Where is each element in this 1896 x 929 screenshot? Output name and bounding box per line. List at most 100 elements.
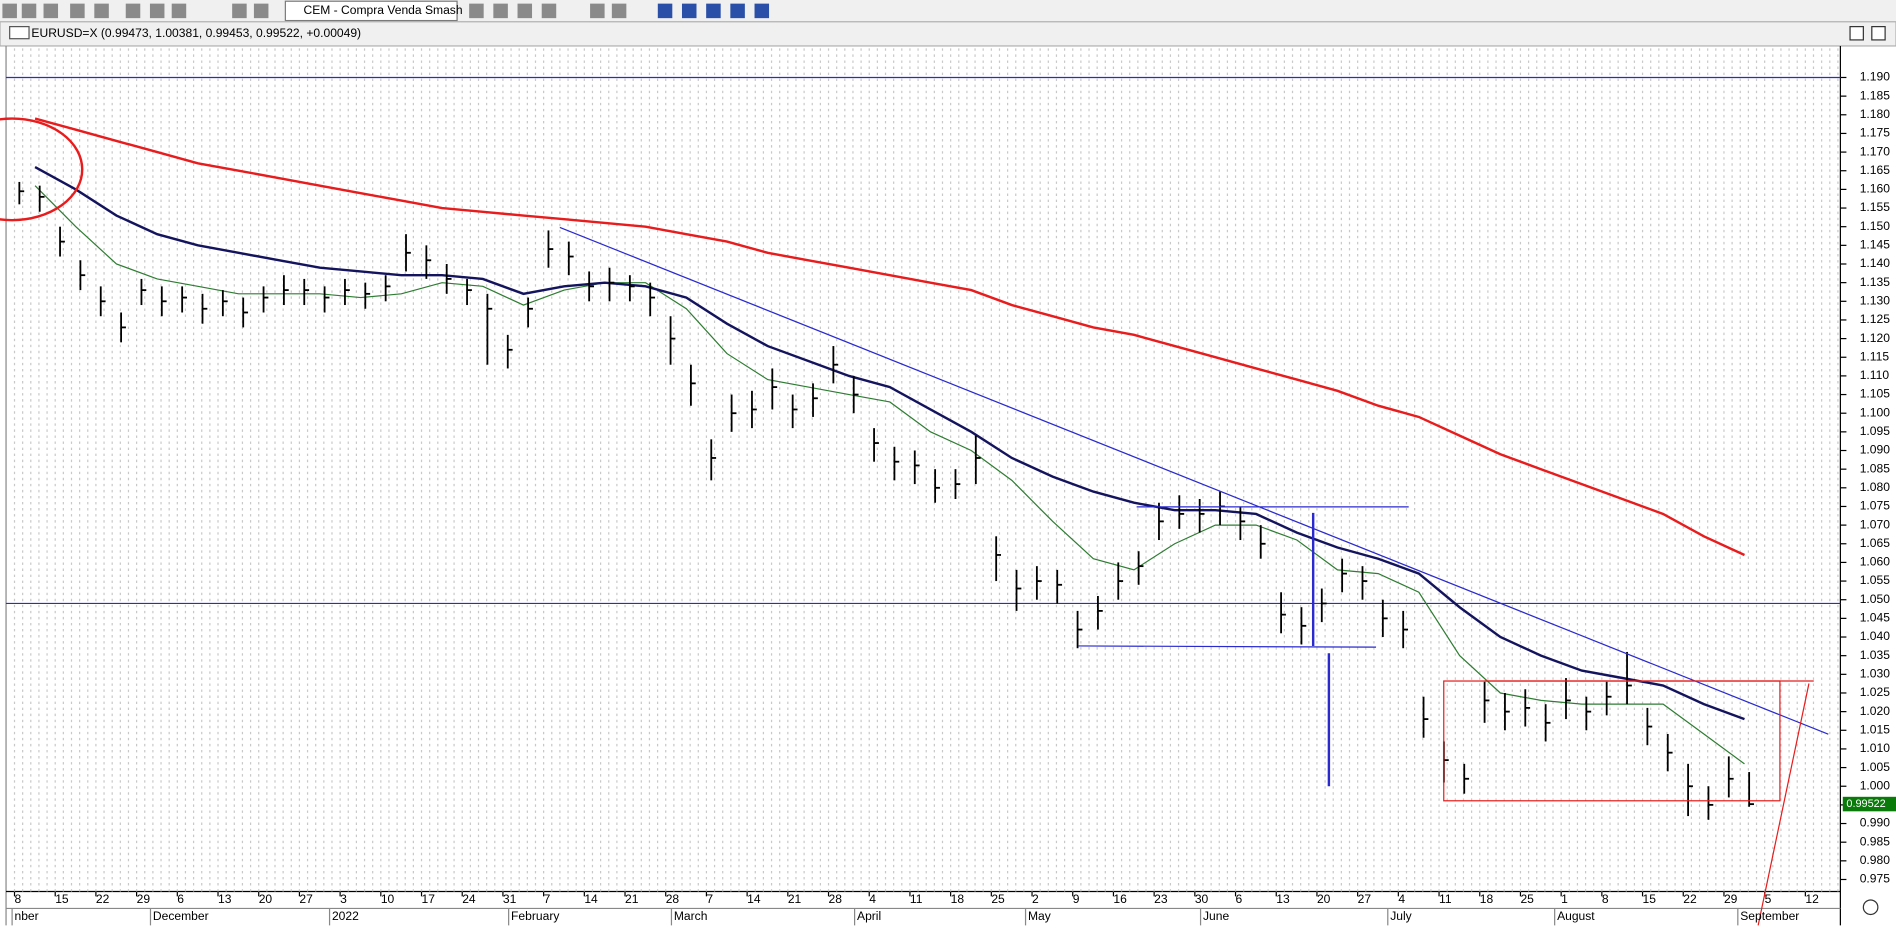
x-tick-label: 6 xyxy=(1236,892,1243,906)
x-tick-label: 8 xyxy=(1602,892,1609,906)
y-tick-label: 1.075 xyxy=(1860,499,1891,513)
moving-average xyxy=(34,165,1745,721)
y-tick-label: 1.170 xyxy=(1860,144,1891,158)
y-tick-label: 1.105 xyxy=(1860,387,1891,401)
tool-button[interactable] xyxy=(94,3,109,19)
dropdown-text: CEM - Compra Venda Smash xyxy=(304,3,463,17)
tool-button[interactable] xyxy=(706,3,721,19)
status-icon xyxy=(1862,899,1879,916)
x-tick-label: 27 xyxy=(1358,892,1372,906)
tool-button[interactable] xyxy=(253,3,269,19)
tool-button[interactable] xyxy=(469,3,484,19)
x-tick-label: 11 xyxy=(1439,892,1452,906)
trend-line xyxy=(559,226,1829,735)
x-tick-label: 28 xyxy=(829,892,843,906)
y-tick-label: 1.080 xyxy=(1860,480,1891,494)
tool-button[interactable] xyxy=(517,3,533,19)
y-tick-label: 1.115 xyxy=(1860,349,1890,363)
x-tick-label: 29 xyxy=(1724,892,1738,906)
y-tick-label: 1.140 xyxy=(1860,256,1891,270)
y-tick-label: 1.005 xyxy=(1860,760,1891,774)
y-tick-label: 1.000 xyxy=(1860,778,1891,792)
x-tick-label: 3 xyxy=(340,892,347,906)
x-tick-label: 18 xyxy=(1480,892,1494,906)
y-tick-label: 1.145 xyxy=(1860,238,1891,252)
month-label: April xyxy=(857,909,881,923)
y-tick-label: 1.110 xyxy=(1860,368,1890,382)
x-tick-label: 5 xyxy=(1765,892,1772,906)
x-tick-label: 21 xyxy=(788,892,802,906)
x-tick-label: 20 xyxy=(1317,892,1331,906)
y-tick-label: 1.130 xyxy=(1860,293,1891,307)
x-tick-label: 22 xyxy=(1683,892,1697,906)
tool-button[interactable] xyxy=(730,3,745,19)
x-tick-label: 22 xyxy=(96,892,110,906)
y-tick-label: 0.990 xyxy=(1860,816,1891,830)
restore-button[interactable] xyxy=(1849,26,1864,41)
y-tick-label: 1.185 xyxy=(1860,88,1891,102)
x-tick-label: 18 xyxy=(951,892,965,906)
tool-button[interactable] xyxy=(232,3,247,19)
tool-button[interactable] xyxy=(70,3,85,19)
tool-button[interactable] xyxy=(21,3,37,19)
tool-button[interactable] xyxy=(681,3,697,19)
month-label: August xyxy=(1557,909,1595,923)
x-tick-label: 6 xyxy=(177,892,184,906)
tool-button[interactable] xyxy=(125,3,141,19)
user-drawings xyxy=(0,117,1829,926)
tool-button[interactable] xyxy=(149,3,165,19)
y-tick-label: 1.165 xyxy=(1860,163,1891,177)
tool-button[interactable] xyxy=(754,3,770,19)
y-tick-label: 1.065 xyxy=(1860,536,1891,550)
tool-button[interactable] xyxy=(493,3,508,19)
month-label: September xyxy=(1740,909,1799,923)
x-tick-label: 23 xyxy=(1154,892,1168,906)
x-tick-label: 14 xyxy=(584,892,598,906)
x-tick-label: 17 xyxy=(422,892,436,906)
y-tick-label: 1.175 xyxy=(1860,126,1891,140)
tool-button[interactable] xyxy=(43,3,59,19)
y-tick-label: 1.010 xyxy=(1860,741,1891,755)
y-tick-label: 1.135 xyxy=(1860,275,1891,289)
indicator-dropdown[interactable] xyxy=(284,0,458,22)
x-tick-label: 25 xyxy=(1520,892,1534,906)
moving-average xyxy=(34,117,1745,557)
month-label: nber xyxy=(15,909,39,923)
tool-button[interactable] xyxy=(171,3,187,19)
month-label: 2022 xyxy=(332,909,359,923)
y-tick-label: 1.040 xyxy=(1860,629,1891,643)
x-tick-label: 1 xyxy=(1561,892,1568,906)
x-tick-label: 20 xyxy=(259,892,273,906)
y-tick-label: 1.155 xyxy=(1860,200,1891,214)
y-tick-label: 0.985 xyxy=(1860,834,1891,848)
y-tick-label: 1.125 xyxy=(1860,312,1891,326)
x-tick-label: 4 xyxy=(1398,892,1405,906)
tool-button[interactable] xyxy=(657,3,673,19)
x-tick-label: 16 xyxy=(1113,892,1127,906)
y-tick-label: 1.180 xyxy=(1860,107,1891,121)
y-tick-label: 0.980 xyxy=(1860,853,1891,867)
y-tick-label: 1.015 xyxy=(1860,722,1891,736)
x-tick-label: 7 xyxy=(706,892,713,906)
tool-button[interactable] xyxy=(541,3,557,19)
y-tick-label: 1.030 xyxy=(1860,667,1891,681)
x-tick-label: 7 xyxy=(544,892,551,906)
y-tick-label: 1.090 xyxy=(1860,443,1891,457)
tool-button[interactable] xyxy=(590,3,605,19)
chart-header xyxy=(0,21,1896,47)
tool-button[interactable] xyxy=(2,3,17,19)
box-line xyxy=(1757,683,1810,926)
x-tick-label: 30 xyxy=(1195,892,1209,906)
close-button[interactable] xyxy=(1871,26,1886,41)
x-tick-label: 21 xyxy=(625,892,639,906)
chart-icon xyxy=(9,26,30,40)
toolbar xyxy=(0,0,1896,22)
x-tick-label: 11 xyxy=(910,892,923,906)
ellipse-drawing xyxy=(0,117,84,222)
tool-button[interactable] xyxy=(611,3,627,19)
y-tick-label: 1.160 xyxy=(1860,182,1891,196)
x-tick-label: 13 xyxy=(1276,892,1290,906)
x-tick-label: 2 xyxy=(1032,892,1039,906)
y-tick-label: 1.025 xyxy=(1860,685,1891,699)
